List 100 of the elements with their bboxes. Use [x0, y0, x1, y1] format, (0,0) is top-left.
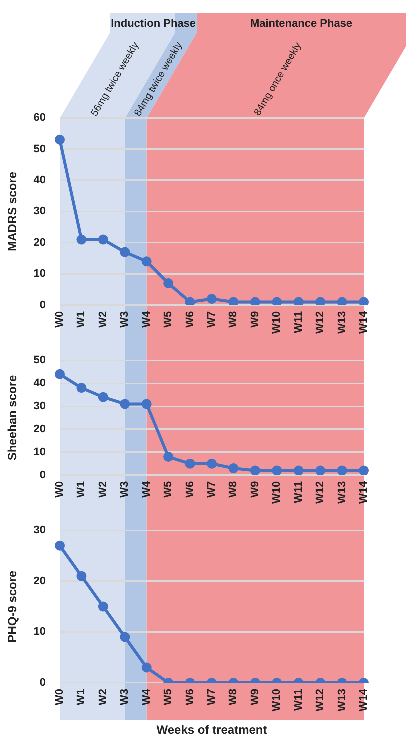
- x-tick-label: W11: [292, 481, 305, 504]
- y-axis-title: MADRS score: [6, 172, 20, 252]
- x-tick-label: W0: [54, 688, 66, 706]
- y-tick-label: 20: [34, 236, 46, 249]
- x-tick-label: W14: [358, 688, 370, 712]
- y-tick-label: 50: [34, 354, 46, 367]
- y-tick-label: 60: [34, 112, 46, 124]
- point: [316, 297, 326, 306]
- x-tick-label: W2: [97, 481, 110, 498]
- point: [142, 256, 152, 267]
- x-tick-label: W13: [336, 688, 348, 712]
- x-tick-label: W4: [140, 688, 153, 706]
- y-tick-label: 40: [34, 174, 46, 186]
- point: [337, 297, 348, 306]
- point: [164, 278, 174, 289]
- x-tick-label: W1: [76, 311, 88, 328]
- x-tick-label: W5: [162, 481, 175, 498]
- x-tick-label: W6: [184, 481, 196, 498]
- x-tick-label: W9: [249, 311, 262, 328]
- point: [294, 466, 304, 476]
- x-tick-label: W9: [249, 481, 262, 498]
- y-tick-label: 0: [40, 469, 46, 482]
- x-tick-label: W13: [336, 311, 348, 334]
- x-tick-label: W6: [184, 311, 196, 328]
- x-tick-label: W6: [184, 688, 196, 706]
- point: [98, 392, 108, 402]
- y-tick-label: 40: [34, 378, 46, 390]
- x-tick-label: W5: [162, 311, 175, 328]
- x-tick-label: W14: [358, 480, 370, 504]
- point: [164, 452, 174, 462]
- x-tick-label: W3: [119, 311, 132, 328]
- x-tick-label: W8: [228, 688, 240, 706]
- text: Maintenance Phase: [250, 18, 353, 30]
- x-tick-label: W2: [97, 688, 110, 706]
- point: [250, 297, 260, 306]
- point: [272, 466, 282, 476]
- point: [142, 399, 152, 410]
- x-tick-label: W10: [271, 688, 284, 712]
- x-tick-label: W13: [336, 481, 348, 504]
- x-tick-label: W10: [271, 481, 284, 504]
- x-tick-label: W7: [206, 481, 218, 498]
- x-tick-label: W9: [249, 688, 262, 706]
- point: [337, 466, 348, 476]
- point: [55, 369, 65, 380]
- y-tick-label: 10: [34, 446, 46, 458]
- point: [120, 399, 130, 410]
- point: [228, 463, 239, 474]
- point: [250, 466, 260, 476]
- point: [185, 458, 196, 469]
- y-tick-label: 0: [40, 677, 46, 690]
- x-tick-label: W12: [314, 688, 327, 712]
- y-tick-label: 30: [34, 400, 46, 413]
- point: [55, 134, 65, 145]
- y-tick-label: 20: [34, 575, 46, 588]
- y-tick-label: 30: [34, 524, 46, 537]
- x-tick-label: W2: [97, 311, 110, 328]
- point: [98, 234, 108, 245]
- x-tick-label: W5: [162, 688, 175, 706]
- point: [76, 383, 87, 394]
- x-tick-label: W4: [140, 310, 153, 328]
- x-tick-label: W14: [358, 310, 370, 334]
- point: [76, 234, 87, 245]
- x-tick-label: W11: [292, 688, 305, 711]
- y-tick-label: 10: [34, 268, 46, 280]
- x-tick-label: W4: [140, 480, 153, 498]
- point: [185, 297, 196, 306]
- x-tick-label: W0: [54, 481, 66, 498]
- x-tick-label: W8: [228, 311, 240, 328]
- y-tick-label: 0: [40, 299, 46, 312]
- point: [98, 602, 108, 612]
- x-axis-title: Weeks of treatment: [156, 723, 268, 738]
- y-tick-label: 10: [34, 626, 46, 638]
- y-axis-title: PHQ-9 score: [6, 570, 20, 643]
- point: [55, 540, 65, 551]
- x-tick-label: W1: [76, 688, 88, 706]
- x-tick-label: W10: [271, 311, 284, 334]
- y-tick-label: 20: [34, 424, 46, 436]
- y-tick-label: 50: [34, 143, 46, 156]
- point: [359, 297, 369, 306]
- x-tick-label: W12: [314, 311, 327, 334]
- point: [228, 297, 239, 306]
- point: [359, 466, 369, 476]
- point: [294, 297, 304, 306]
- text: Induction Phase: [111, 18, 196, 30]
- x-tick-label: W1: [76, 481, 88, 498]
- y-axis-title: Sheehan score: [6, 374, 20, 461]
- x-tick-label: W7: [206, 311, 218, 328]
- point: [76, 571, 87, 582]
- x-tick-label: W11: [292, 311, 305, 334]
- y-tick-label: 30: [34, 206, 46, 218]
- x-tick-label: W3: [119, 688, 132, 706]
- x-tick-label: W8: [228, 481, 240, 498]
- point: [120, 247, 130, 258]
- x-tick-label: W3: [119, 481, 132, 498]
- x-tick-label: W7: [206, 688, 218, 706]
- point: [207, 458, 217, 469]
- point: [272, 297, 282, 306]
- x-tick-label: W12: [314, 481, 327, 504]
- x-tick-label: W0: [54, 311, 66, 328]
- point: [316, 466, 326, 476]
